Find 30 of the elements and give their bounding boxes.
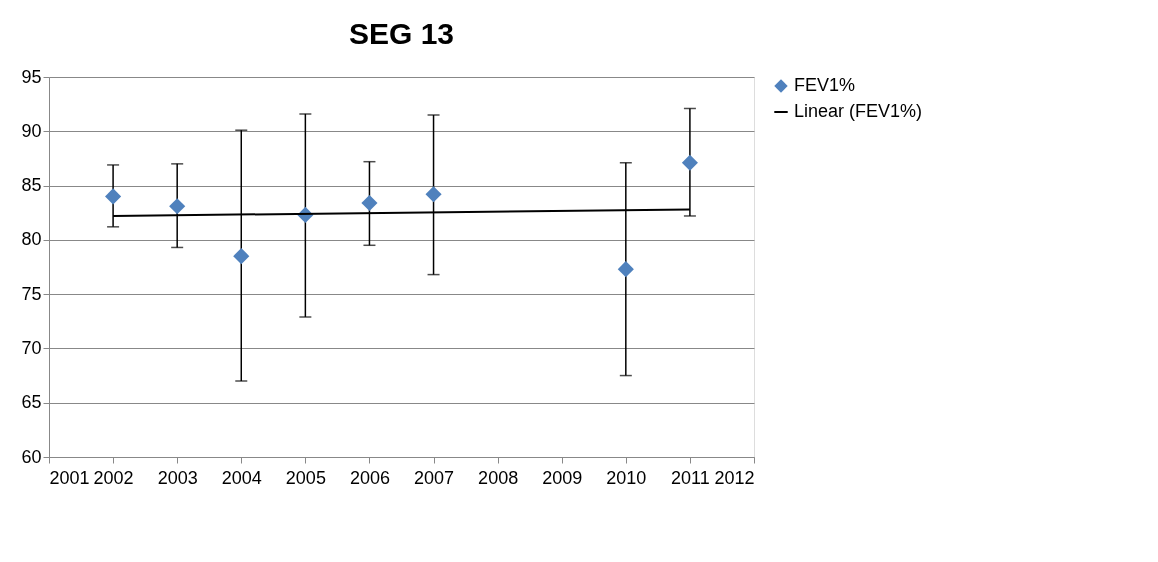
point xyxy=(425,186,442,203)
x-tick-label: 2004 xyxy=(221,467,262,488)
x-tick-label: 2009 xyxy=(542,467,583,488)
y-tick-label: 70 xyxy=(21,337,42,358)
y-tick-label: 95 xyxy=(21,66,42,87)
x-tick-label: 2003 xyxy=(157,467,198,488)
x-tick-label: 2011 xyxy=(671,467,710,488)
x-tick-label: 2008 xyxy=(478,467,519,488)
point xyxy=(681,154,698,171)
point xyxy=(617,261,634,278)
point xyxy=(233,248,250,265)
y-tick-label: 90 xyxy=(21,120,42,141)
y-tick-label: 75 xyxy=(21,283,42,304)
y-tick-label: 80 xyxy=(21,229,42,250)
y-tick-label: 65 xyxy=(21,392,42,413)
legend-label: FEV1% xyxy=(794,75,856,95)
point xyxy=(169,198,186,215)
x-tick-label: 2010 xyxy=(606,467,647,488)
y-tick-label: 60 xyxy=(21,446,42,467)
legend-label: Linear (FEV1%) xyxy=(794,101,923,121)
x-tick-label: 2005 xyxy=(285,467,326,488)
chart-title: SEG 13 xyxy=(348,17,455,50)
point xyxy=(105,188,122,205)
point xyxy=(361,194,378,211)
y-tick-label: 85 xyxy=(21,175,42,196)
x-tick-label: 2002 xyxy=(93,467,134,488)
x-tick-label: 2012 xyxy=(714,467,755,488)
x-tick-label: 2001 xyxy=(49,467,90,488)
x-tick-label: 2007 xyxy=(414,467,455,488)
x-tick-label: 2006 xyxy=(349,467,390,488)
